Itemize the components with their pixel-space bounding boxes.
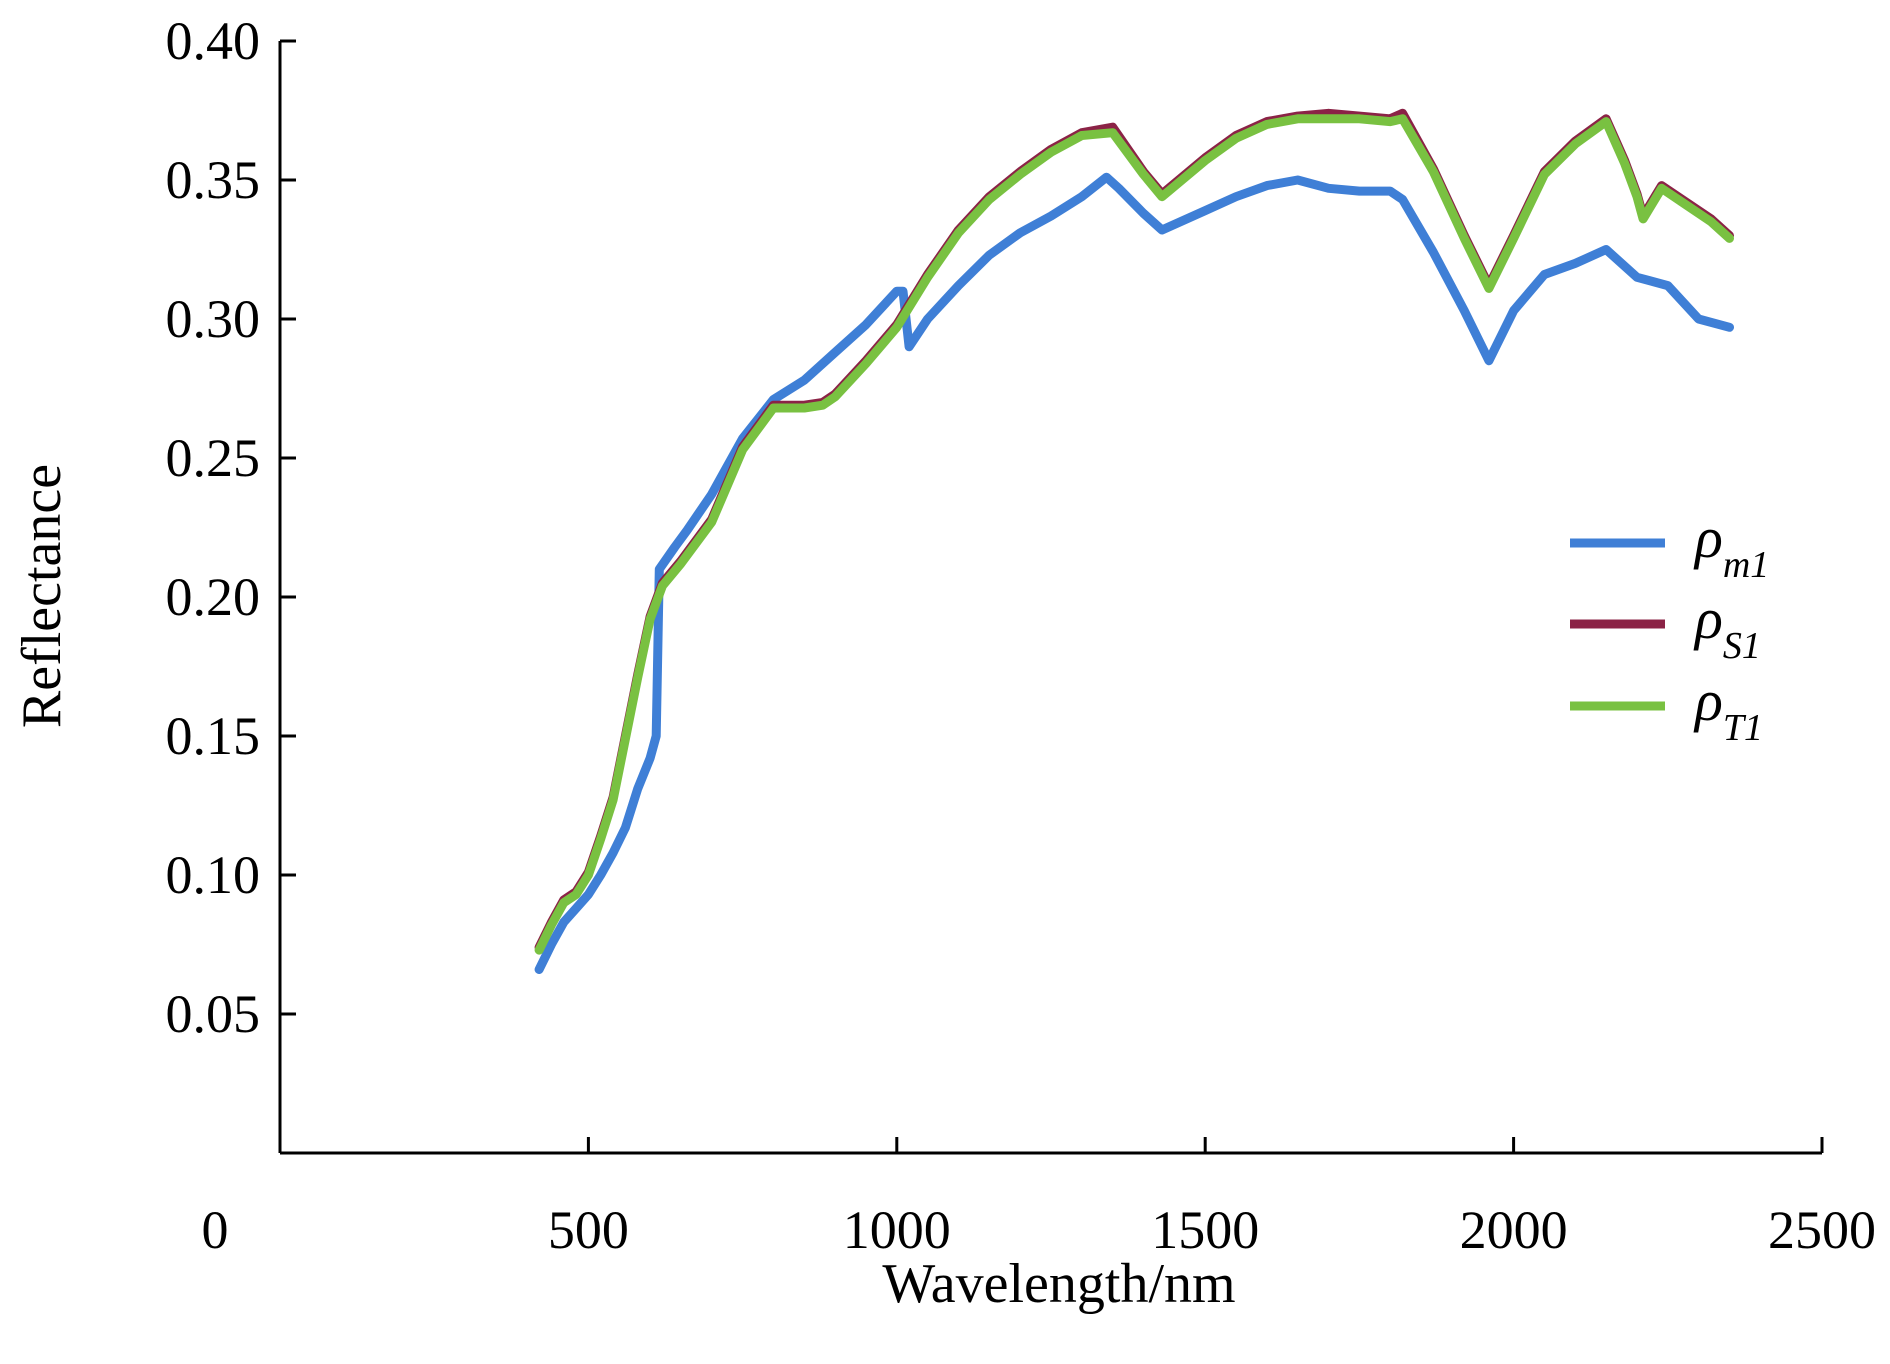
series-lines: [534, 108, 1734, 974]
legend-symbol: ρ: [1693, 586, 1723, 651]
legend-symbol: ρ: [1693, 505, 1723, 570]
legend-entry-m1: ρm1: [1693, 505, 1769, 586]
series-line-s1: [534, 108, 1734, 952]
series-line-m1: [534, 172, 1734, 974]
x-tick-label: 2000: [1460, 1200, 1568, 1260]
y-tick-label: 0.05: [166, 984, 261, 1044]
x-tick-label: 1000: [843, 1200, 951, 1260]
ticks: 0.05 0.10 0.15 0.20 0.25 0.30 0.35 0.40 0 500 1000…: [166, 11, 1877, 1260]
x-tick-label: 2500: [1768, 1200, 1876, 1260]
y-tick-label: 0.10: [166, 845, 261, 905]
legend-entry-t1: ρT1: [1693, 668, 1763, 749]
y-tick-label: 0.35: [166, 150, 261, 210]
y-axis-label: Reflectance: [11, 464, 73, 728]
x-tick-label: 0: [202, 1200, 229, 1260]
legend-entry-s1: ρS1: [1693, 586, 1761, 667]
legend-subscript: S1: [1723, 625, 1761, 667]
x-tick-label: 1500: [1151, 1200, 1259, 1260]
y-tick-label: 0.30: [166, 289, 261, 349]
x-tick-label: 500: [548, 1200, 629, 1260]
y-tick-label: 0.20: [166, 567, 261, 627]
legend-subscript: m1: [1723, 544, 1769, 586]
legend-subscript: T1: [1723, 707, 1763, 749]
x-axis-label: Wavelength/nm: [882, 1253, 1235, 1315]
axes: [278, 41, 1822, 1155]
y-tick-label: 0.25: [166, 428, 261, 488]
y-tick-label: 0.15: [166, 706, 261, 766]
y-tick-label: 0.40: [166, 11, 261, 71]
legend-symbol: ρ: [1693, 668, 1723, 733]
series-line-t1: [534, 114, 1734, 955]
